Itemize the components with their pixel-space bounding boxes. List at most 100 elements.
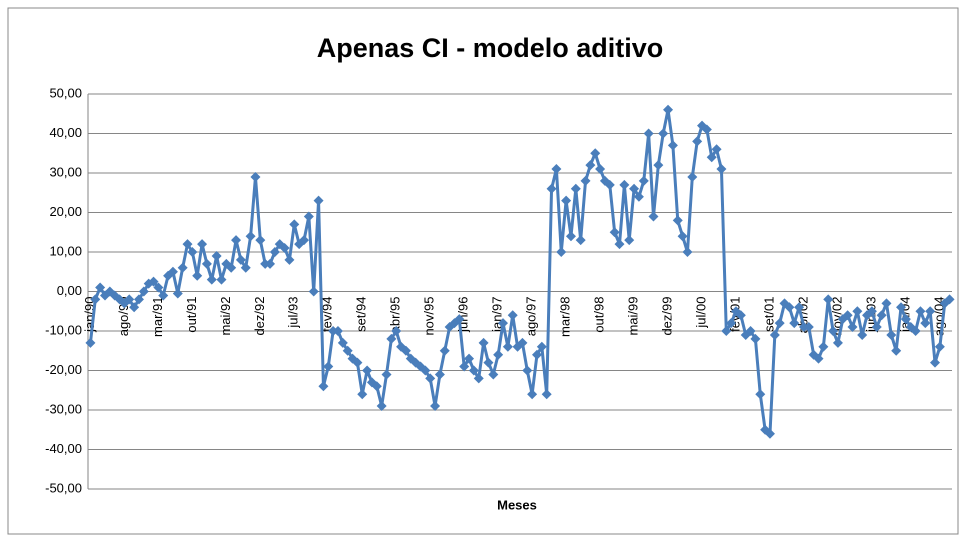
data-point	[201, 258, 212, 269]
chart-border	[7, 7, 959, 535]
data-point	[303, 211, 314, 222]
data-point	[653, 160, 664, 171]
data-point	[284, 254, 295, 265]
x-tick-label: ago/90	[116, 297, 131, 337]
data-point	[551, 164, 562, 175]
data-point	[925, 306, 936, 317]
data-point	[337, 337, 348, 348]
data-point	[803, 322, 814, 333]
data-point	[915, 306, 926, 317]
data-point	[177, 262, 188, 273]
data-point	[158, 290, 169, 301]
data-point	[934, 341, 945, 352]
data-point	[813, 353, 824, 364]
data-point	[716, 164, 727, 175]
data-point	[473, 373, 484, 384]
y-tick-label: -20,00	[45, 362, 82, 377]
data-point	[464, 353, 475, 364]
data-point	[187, 247, 198, 257]
data-point	[561, 195, 572, 206]
data-point	[216, 274, 227, 285]
data-point	[692, 136, 703, 147]
data-point	[95, 282, 106, 293]
x-tick-label: fev/94	[320, 297, 335, 332]
data-point	[235, 254, 246, 265]
x-tick-label: jul/93	[286, 297, 301, 329]
data-point	[711, 144, 722, 155]
data-point	[439, 345, 450, 356]
data-point	[823, 294, 834, 305]
data-point	[197, 239, 208, 250]
x-tick-label: mai/99	[626, 297, 641, 336]
data-point	[677, 231, 688, 242]
x-tick-label: dez/99	[659, 297, 674, 336]
data-point	[332, 326, 343, 336]
data-point	[342, 345, 353, 356]
x-tick-label: out/98	[592, 297, 607, 333]
data-point	[633, 191, 644, 202]
x-tick-label: jul/00	[693, 297, 708, 329]
data-point	[663, 104, 674, 115]
data-point	[769, 329, 780, 340]
data-point	[886, 329, 897, 340]
data-point	[478, 337, 489, 348]
data-point	[124, 294, 135, 305]
data-point	[90, 294, 101, 305]
data-point	[279, 243, 290, 254]
data-point	[493, 349, 504, 360]
data-point	[920, 318, 931, 329]
data-point	[818, 341, 829, 352]
data-point	[531, 349, 542, 360]
data-point	[706, 152, 717, 163]
data-point	[828, 326, 839, 336]
y-tick-label: 0,00	[57, 283, 82, 298]
data-point	[226, 262, 237, 273]
data-point	[425, 373, 436, 384]
data-point	[614, 239, 625, 250]
data-point	[211, 250, 222, 261]
data-point	[371, 381, 382, 392]
data-point	[658, 128, 669, 139]
data-point	[362, 365, 373, 376]
data-point	[129, 302, 140, 313]
data-point	[434, 369, 445, 380]
data-point	[148, 276, 159, 287]
data-point	[498, 318, 509, 329]
data-point	[667, 140, 678, 151]
data-point	[454, 314, 465, 325]
data-point	[318, 381, 329, 392]
data-point	[789, 318, 800, 329]
y-tick-label: -50,00	[45, 480, 82, 495]
data-point	[459, 361, 470, 372]
x-tick-label: set/01	[761, 297, 776, 332]
x-tick-label: out/91	[184, 297, 199, 333]
data-point	[590, 148, 601, 159]
data-point	[172, 288, 183, 299]
data-point	[871, 322, 882, 333]
data-point	[85, 337, 96, 348]
data-point	[483, 357, 494, 368]
data-point	[357, 389, 368, 400]
data-point	[648, 211, 659, 222]
data-point	[206, 274, 217, 285]
x-tick-label: set/94	[354, 297, 369, 332]
data-point	[391, 326, 402, 336]
data-point	[585, 160, 596, 171]
y-tick-label: 10,00	[49, 243, 82, 258]
chart-title: Apenas CI - modelo aditivo	[317, 33, 664, 63]
data-point	[192, 270, 203, 281]
data-point	[133, 294, 144, 305]
data-point	[595, 164, 606, 175]
data-point	[774, 318, 785, 329]
y-tick-label: -30,00	[45, 401, 82, 416]
data-point	[580, 175, 591, 186]
data-point	[755, 389, 766, 400]
data-point	[400, 345, 411, 356]
data-point	[153, 282, 164, 293]
data-point	[643, 128, 654, 139]
data-point	[507, 310, 518, 321]
data-point	[847, 322, 858, 333]
data-point	[832, 337, 843, 348]
x-axis-label: Meses	[497, 497, 537, 512]
data-point	[857, 329, 868, 340]
